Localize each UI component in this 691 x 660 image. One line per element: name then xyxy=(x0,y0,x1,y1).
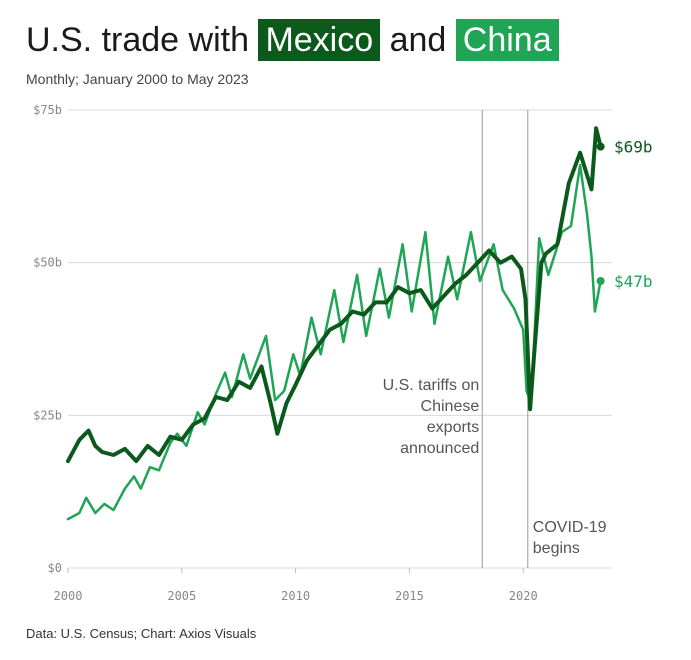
series-line-mexico xyxy=(66,126,603,464)
annotation-text: Chinese xyxy=(421,398,480,415)
series-lines: $47b $69b xyxy=(66,126,653,521)
axis-labels: $0 $25b $50b $75b 2000 2005 2010 2015 2020 xyxy=(33,103,538,603)
y-tick-label: $75b xyxy=(33,103,62,117)
chart-title: U.S. trade with Mexico and China xyxy=(26,18,559,62)
annotation-text: COVID-19 xyxy=(533,519,607,536)
chart-subtitle: Monthly; January 2000 to May 2023 xyxy=(26,71,249,87)
title-mexico-highlight: Mexico xyxy=(258,19,381,61)
series-line-china xyxy=(66,163,602,521)
series-end-dot-china xyxy=(596,276,605,285)
y-tick-label: $25b xyxy=(33,408,62,422)
y-tick-label: $0 xyxy=(48,561,62,575)
annotation-text: begins xyxy=(533,540,580,557)
x-tick-label: 2020 xyxy=(509,589,538,603)
title-prefix: U.S. trade with xyxy=(26,21,249,59)
source-note: Data: U.S. Census; Chart: Axios Visuals xyxy=(26,626,257,641)
annotation-text: announced xyxy=(400,440,479,457)
grid-lines xyxy=(67,109,612,573)
x-tick-label: 2000 xyxy=(54,589,83,603)
title-and: and xyxy=(389,21,447,59)
series-end-dot-mexico xyxy=(596,142,605,151)
annotation-text: exports xyxy=(427,419,479,436)
x-tick-label: 2015 xyxy=(395,589,424,603)
x-tick-label: 2010 xyxy=(281,589,310,603)
annotation-text: U.S. tariffs on xyxy=(383,377,480,394)
title-china-highlight: China xyxy=(455,19,559,61)
x-tick-label: 2005 xyxy=(167,589,196,603)
series-end-label-mexico: $69b xyxy=(614,138,653,157)
y-tick-label: $50b xyxy=(33,256,62,270)
annotations: U.S. tariffs on Chinese exports announced CO… xyxy=(383,110,607,568)
series-end-label-china: $47b xyxy=(614,272,653,291)
